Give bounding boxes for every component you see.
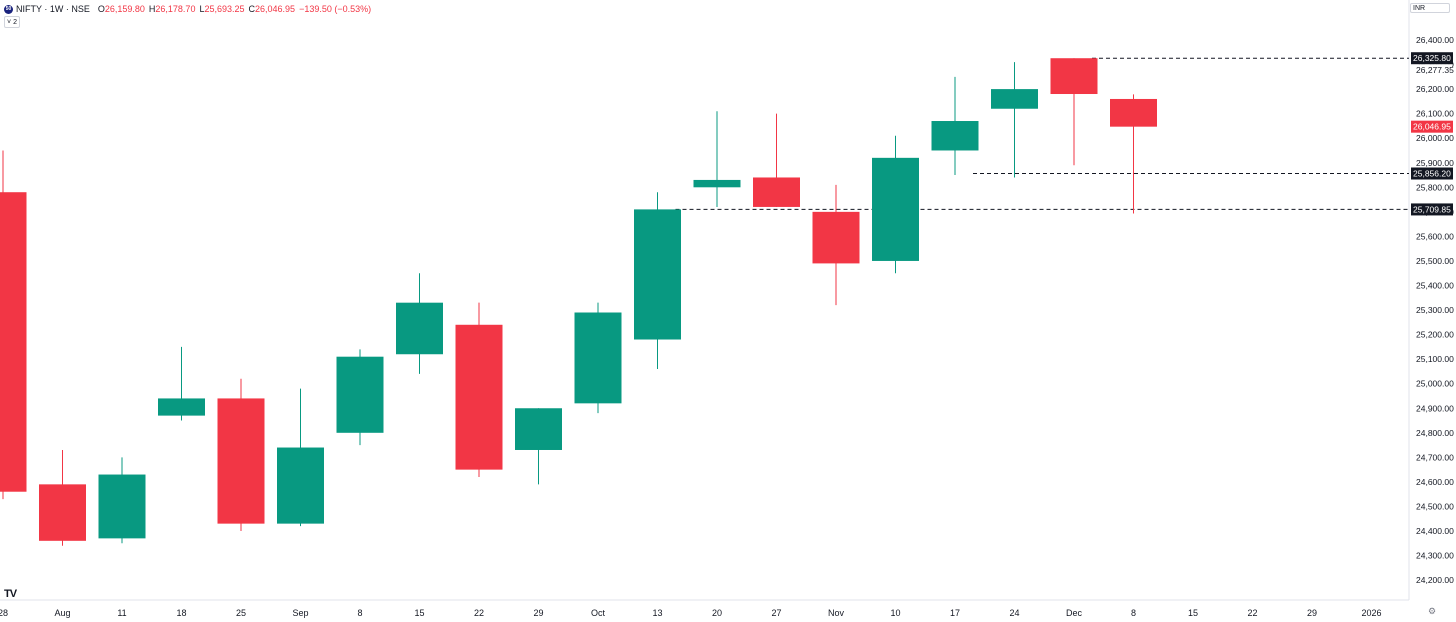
- candle-body: [872, 157, 919, 261]
- settings-icon[interactable]: ⚙: [1428, 606, 1437, 616]
- y-tick-label: 25,400.00: [1416, 281, 1454, 291]
- y-tick-label: 26,000.00: [1416, 133, 1454, 143]
- candle-body: [217, 398, 265, 524]
- price-line-label-bg: [1411, 167, 1453, 180]
- x-tick-label: 22: [1247, 608, 1257, 618]
- x-tick-label: 28: [0, 608, 8, 618]
- x-tick-label: Oct: [591, 608, 606, 618]
- candle-body: [931, 121, 979, 151]
- x-tick-label: Nov: [828, 608, 845, 618]
- x-tick-label: 8: [1131, 608, 1136, 618]
- y-tick-label: 25,300.00: [1416, 305, 1454, 315]
- axis-extra-label-bg: [1412, 64, 1452, 77]
- x-tick-label: Dec: [1066, 608, 1083, 618]
- y-tick-label: 24,300.00: [1416, 551, 1454, 561]
- y-tick-label: 26,200.00: [1416, 84, 1454, 94]
- x-tick-label: 29: [533, 608, 543, 618]
- x-tick-label: 8: [357, 608, 362, 618]
- candle-body: [98, 474, 146, 539]
- y-tick-label: 24,200.00: [1416, 575, 1454, 585]
- x-tick-label: 2026: [1361, 608, 1381, 618]
- tradingview-logo[interactable]: TV: [4, 588, 17, 600]
- x-tick-label: 22: [474, 608, 484, 618]
- axis-extra-label: 26,277.35: [1416, 65, 1454, 75]
- candle-body: [634, 209, 681, 340]
- x-tick-label: 24: [1009, 608, 1019, 618]
- x-tick-label: 20: [712, 608, 722, 618]
- x-tick-label: 11: [117, 608, 126, 618]
- ohlc-change-value: −139.50 (−0.53%): [299, 4, 372, 14]
- y-tick-label: 24,500.00: [1416, 501, 1454, 511]
- last-price-label-bg: [1411, 120, 1453, 133]
- candle-body: [991, 89, 1038, 109]
- y-tick-label: 25,000.00: [1416, 379, 1454, 389]
- x-tick-label: 18: [176, 608, 186, 618]
- ohlc-high-value: 26,178.70: [155, 4, 196, 14]
- x-tick-label: 15: [1188, 608, 1198, 618]
- ohlc-low-value: 25,693.25: [204, 4, 245, 14]
- y-tick-label: 26,100.00: [1416, 109, 1454, 119]
- indicators-collapse-button[interactable]: ˅ 2: [4, 16, 20, 28]
- chart-header: 50 NIFTY · 1W · NSE O26,159.80 H26,178.7…: [4, 3, 371, 15]
- candle-body: [0, 192, 27, 492]
- price-line-label: 25,856.20: [1413, 169, 1451, 179]
- ohlc-legend: O26,159.80 H26,178.70 L25,693.25 C26,046…: [98, 4, 371, 14]
- candle-body: [1110, 98, 1157, 127]
- price-line-label: 25,709.85: [1413, 204, 1451, 214]
- ohlc-open-key: O: [97, 4, 105, 14]
- last-price-label: 26,046.95: [1413, 122, 1451, 132]
- nse-logo-icon: 50: [4, 4, 13, 14]
- x-tick-label: 29: [1307, 608, 1317, 618]
- y-tick-label: 24,600.00: [1416, 477, 1454, 487]
- y-tick-label: 24,400.00: [1416, 526, 1454, 536]
- candle-body: [39, 484, 86, 541]
- price-line-label: 26,325.80: [1413, 53, 1451, 63]
- x-tick-label: Sep: [292, 608, 308, 618]
- ohlc-close-value: 26,046.95: [255, 4, 296, 14]
- y-tick-label: 25,100.00: [1416, 354, 1454, 364]
- x-tick-label: 17: [950, 608, 960, 618]
- candle-body: [1050, 58, 1098, 95]
- candle-body: [277, 447, 324, 524]
- y-tick-label: 25,800.00: [1416, 182, 1454, 192]
- candle-body: [753, 177, 800, 207]
- y-tick-label: 25,900.00: [1416, 158, 1454, 168]
- x-tick-label: 10: [890, 608, 900, 618]
- x-tick-label: 15: [414, 608, 424, 618]
- candle-body: [336, 356, 384, 433]
- candle-body: [693, 179, 741, 188]
- y-tick-label: 25,600.00: [1416, 231, 1454, 241]
- y-tick-label: 25,200.00: [1416, 330, 1454, 340]
- y-tick-label: 24,700.00: [1416, 452, 1454, 462]
- price-line-label-bg: [1411, 203, 1453, 216]
- candle-body: [455, 324, 503, 470]
- candle-body: [812, 211, 860, 264]
- candle-body: [158, 398, 205, 416]
- candle-body: [574, 312, 622, 404]
- price-line-label-bg: [1411, 52, 1453, 65]
- ohlc-low-key: L: [199, 4, 205, 14]
- candle-body: [396, 302, 443, 355]
- symbol-title[interactable]: NIFTY · 1W · NSE: [16, 4, 90, 14]
- x-tick-label: 27: [771, 608, 781, 618]
- candle-body: [515, 408, 562, 450]
- y-tick-label: 25,500.00: [1416, 256, 1454, 266]
- ohlc-high-key: H: [148, 4, 156, 14]
- x-tick-label: 25: [236, 608, 246, 618]
- ohlc-close-key: C: [248, 4, 256, 14]
- currency-selector[interactable]: INR: [1410, 3, 1450, 13]
- ohlc-open-value: 26,159.80: [104, 4, 145, 14]
- y-tick-label: 24,900.00: [1416, 403, 1454, 413]
- y-tick-label: 24,800.00: [1416, 428, 1454, 438]
- x-tick-label: Aug: [54, 608, 70, 618]
- y-tick-label: 26,400.00: [1416, 35, 1454, 45]
- x-tick-label: 13: [652, 608, 662, 618]
